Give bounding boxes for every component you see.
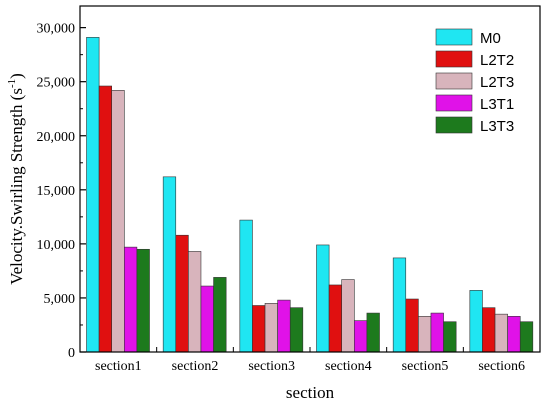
bar-l3t3-section2 bbox=[213, 277, 227, 353]
legend-swatch-l2t3 bbox=[435, 72, 473, 90]
bar-m0-section4 bbox=[316, 244, 330, 353]
y-tick-label: 20,000 bbox=[37, 130, 76, 145]
bar-m0-section3 bbox=[239, 219, 253, 353]
legend-label-l2t3: L2T3 bbox=[480, 74, 514, 91]
bar-l3t3-section4 bbox=[366, 312, 380, 353]
bar-l3t1-section6 bbox=[507, 316, 521, 353]
bar-l2t2-section2 bbox=[175, 234, 189, 353]
legend-label-l3t3: L3T3 bbox=[480, 118, 514, 135]
y-tick-label: 25,000 bbox=[37, 76, 76, 91]
legend-label-l3t1: L3T1 bbox=[480, 96, 514, 113]
y-axis-title-exponent: -1 bbox=[6, 79, 18, 88]
bar-l2t2-section6 bbox=[482, 307, 496, 353]
bar-m0-section1 bbox=[86, 37, 100, 353]
bar-l3t3-section1 bbox=[136, 248, 150, 353]
y-axis-title-close: ) bbox=[7, 73, 26, 79]
bar-l2t3-section2 bbox=[188, 251, 202, 353]
bar-l3t3-section5 bbox=[443, 321, 457, 353]
x-axis: section1 section2 section3 section4 section5… bbox=[95, 347, 525, 374]
legend: M0 L2T2 L2T3 L3T1 L3T3 bbox=[435, 28, 514, 135]
bar-l2t3-section3 bbox=[264, 303, 278, 353]
y-tick-label: 30,000 bbox=[37, 22, 76, 37]
x-axis-title: section bbox=[286, 383, 335, 402]
legend-label-m0: M0 bbox=[480, 30, 501, 47]
bar-l2t2-section5 bbox=[405, 298, 419, 353]
legend-swatch-l2t2 bbox=[435, 50, 473, 68]
legend-swatch-m0 bbox=[435, 28, 473, 46]
x-tick-label: section4 bbox=[325, 359, 372, 374]
y-tick-label: 10,000 bbox=[37, 238, 76, 253]
bar-l3t1-section4 bbox=[353, 320, 368, 353]
bar-l2t3-section6 bbox=[494, 313, 508, 353]
y-axis-title-main: Velocity.Swirling Strength (s bbox=[7, 88, 26, 285]
bar-l3t1-section3 bbox=[277, 299, 291, 353]
bar-m0-section5 bbox=[392, 257, 407, 353]
x-tick-label: section6 bbox=[478, 359, 525, 374]
bar-m0-section2 bbox=[162, 176, 177, 353]
y-tick-label: 15,000 bbox=[37, 184, 76, 199]
legend-swatch-l3t3 bbox=[435, 116, 473, 134]
y-axis-title: Velocity.Swirling Strength (s-1) bbox=[6, 73, 26, 285]
bar-l3t1-section1 bbox=[124, 246, 138, 353]
y-tick-label: 0 bbox=[68, 346, 75, 361]
legend-swatch-l3t1 bbox=[435, 94, 473, 112]
bar-l2t2-section1 bbox=[98, 85, 112, 353]
x-tick-label: section5 bbox=[402, 359, 449, 374]
bar-l2t3-section1 bbox=[111, 90, 125, 353]
x-tick-label: section1 bbox=[95, 359, 142, 374]
bar-l2t2-section3 bbox=[252, 305, 266, 353]
bar-m0-section6 bbox=[469, 290, 483, 353]
bars-layer bbox=[86, 37, 534, 353]
x-tick-label: section3 bbox=[248, 359, 295, 374]
y-tick-label: 5,000 bbox=[44, 292, 76, 307]
bar-l2t2-section4 bbox=[328, 284, 343, 353]
bar-l3t3-section3 bbox=[289, 307, 304, 353]
bar-l3t3-section6 bbox=[519, 321, 534, 353]
legend-label-l2t2: L2T2 bbox=[480, 52, 514, 69]
bar-l2t3-section4 bbox=[341, 279, 355, 353]
y-axis: 0 5,000 10,000 15,000 20,000 25,000 30,000 bbox=[37, 22, 86, 361]
bar-l3t1-section5 bbox=[430, 312, 444, 353]
x-tick-label: section2 bbox=[172, 359, 219, 374]
bar-l3t1-section2 bbox=[200, 285, 214, 353]
bar-l2t3-section5 bbox=[418, 316, 432, 353]
